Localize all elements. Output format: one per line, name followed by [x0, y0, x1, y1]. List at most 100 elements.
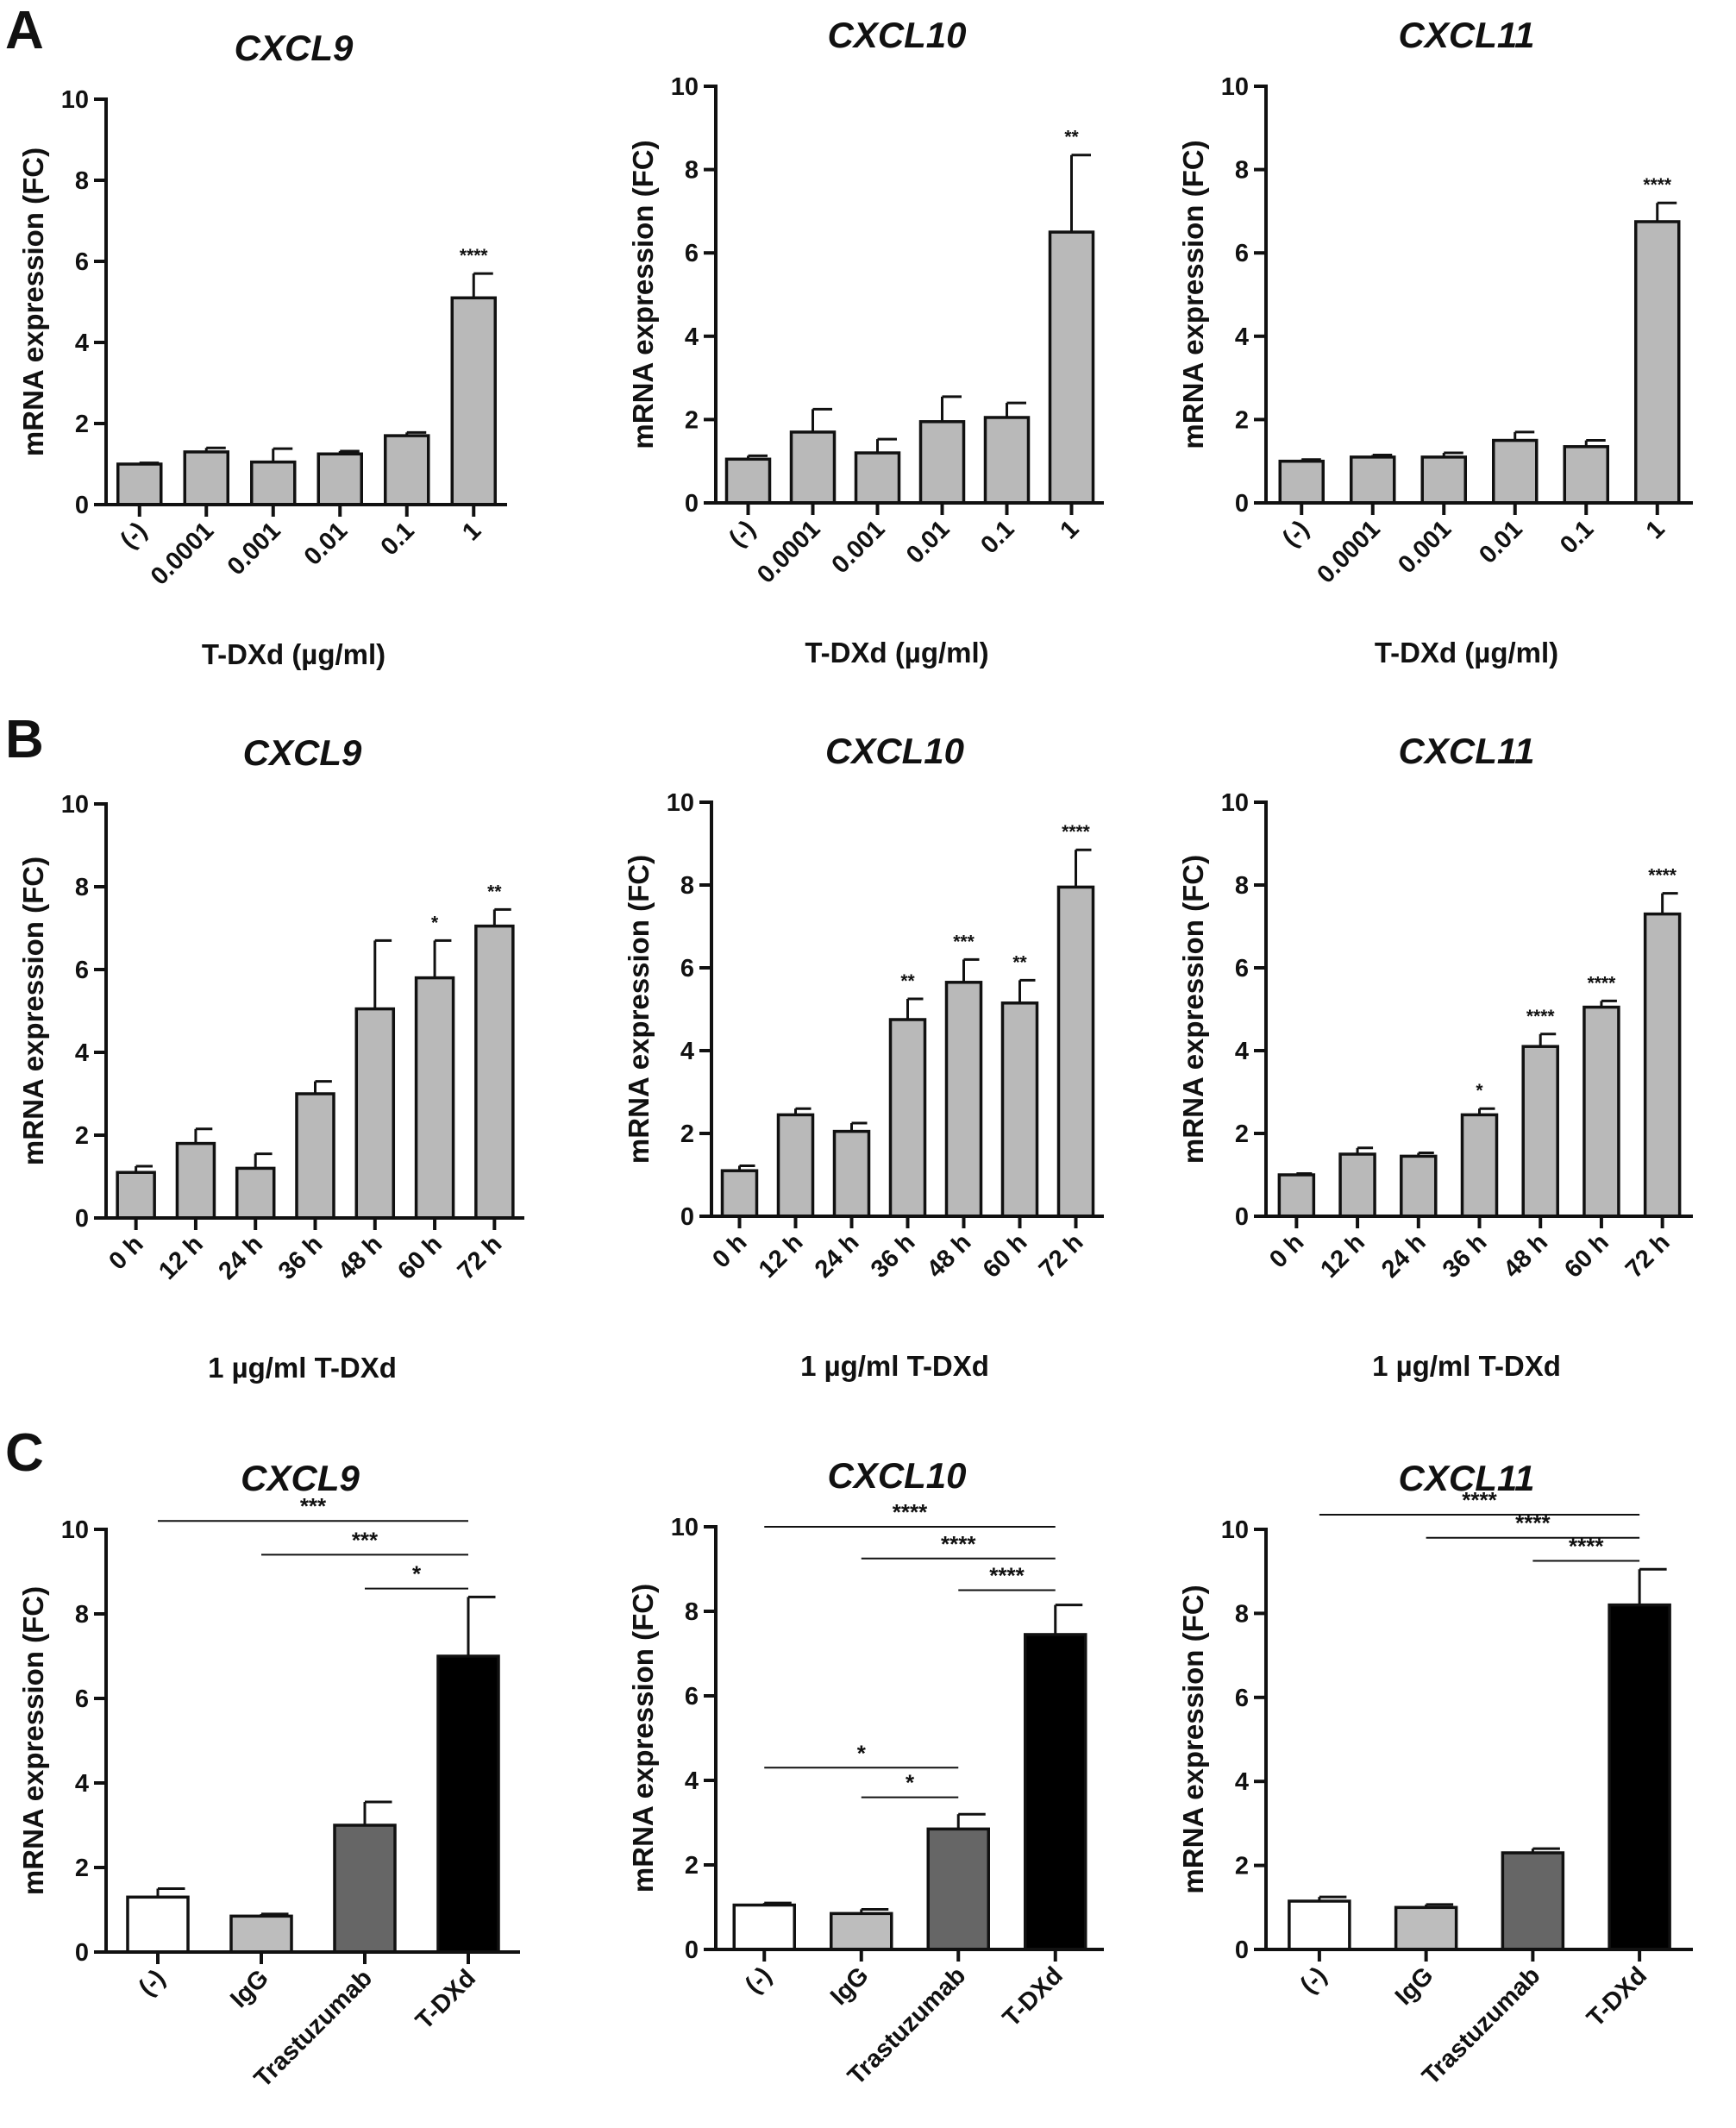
- bar: [1460, 1113, 1499, 1218]
- y-tick-label: 2: [75, 411, 89, 438]
- bar: [450, 296, 497, 506]
- comparison-label: ****: [893, 1499, 928, 1525]
- bar: [1420, 455, 1467, 505]
- chart-b-cxcl11: CXCL11 0 2 4 6 8 10 mRNA expression (FC) 0 h 12 h…: [1177, 731, 1693, 1382]
- y-tick-label: 8: [685, 157, 699, 185]
- y-axis-title: mRNA expression (FC): [17, 857, 49, 1165]
- bar: [918, 420, 966, 505]
- chart-c-cxcl11: CXCL11 0 2 4 6 8 10 mRNA expression (FC) (-) IgG T…: [1177, 1458, 1693, 2090]
- y-axis-title: mRNA expression (FC): [623, 855, 655, 1164]
- panel-letter-a: A: [5, 1, 44, 60]
- x-category-label: 0.01: [901, 515, 956, 569]
- y-tick-label: 6: [75, 1685, 89, 1713]
- bar: [1288, 1899, 1351, 1951]
- significance-label: ****: [460, 246, 489, 266]
- y-tick-label: 4: [685, 1767, 699, 1795]
- y-tick-label: 2: [685, 406, 699, 434]
- chart-title: CXCL9: [235, 28, 354, 68]
- x-category-label: IgG: [225, 1964, 274, 2013]
- bar: [944, 981, 983, 1218]
- bar: [1521, 1045, 1559, 1218]
- chart-title: CXCL10: [827, 15, 966, 55]
- x-category-label: 0.0001: [752, 515, 825, 588]
- bar: [116, 1171, 156, 1220]
- x-category-label: 0.001: [222, 517, 286, 581]
- x-category-label: 0.01: [299, 517, 354, 571]
- x-category-label: 60 h: [978, 1228, 1033, 1284]
- x-category-label: 0.0001: [146, 517, 219, 590]
- bar: [789, 430, 837, 505]
- y-tick-label: 2: [685, 1852, 699, 1880]
- x-category-label: 72 h: [1034, 1228, 1089, 1284]
- y-tick-label: 2: [680, 1120, 694, 1148]
- x-category-label: T-DXd: [410, 1964, 481, 2035]
- x-category-label: 48 h: [1499, 1228, 1554, 1284]
- chart-a-cxcl9: CXCL9 0 2 4 6 8 10 mRNA expression (FC) (-)0.000…: [17, 28, 507, 670]
- chart-title: CXCL9: [243, 732, 362, 773]
- x-category-label: 1: [457, 517, 486, 546]
- bar: [724, 457, 772, 505]
- comparison-label: *: [906, 1770, 915, 1796]
- y-axis-title: mRNA expression (FC): [1177, 140, 1209, 449]
- bar: [126, 1895, 190, 1954]
- y-tick-label: 2: [1235, 406, 1249, 434]
- y-tick-label: 8: [75, 874, 89, 901]
- x-category-label: T-DXd: [998, 1962, 1069, 2032]
- y-tick-label: 10: [1221, 1516, 1249, 1544]
- y-tick-label: 10: [61, 1516, 89, 1544]
- bar: [1277, 1173, 1316, 1218]
- significance-label: ****: [1648, 866, 1677, 886]
- y-axis-title: mRNA expression (FC): [17, 1586, 49, 1895]
- y-tick-label: 6: [75, 957, 89, 984]
- y-tick-label: 2: [1235, 1120, 1249, 1148]
- y-tick-label: 0: [75, 1205, 89, 1233]
- y-axis-title: mRNA expression (FC): [627, 140, 659, 449]
- x-category-label: (-): [1277, 515, 1314, 552]
- bar: [229, 1914, 293, 1954]
- comparison-label: ****: [989, 1563, 1025, 1589]
- x-category-label: 0.01: [1474, 515, 1528, 569]
- y-tick-label: 6: [75, 248, 89, 276]
- comparison-label: ***: [352, 1527, 379, 1553]
- x-category-label: 1: [1641, 515, 1670, 544]
- bar: [235, 1166, 276, 1220]
- x-axis-title: T-DXd (µg/ml): [805, 637, 988, 669]
- significance-label: *: [431, 913, 439, 932]
- x-category-label: 24 h: [810, 1228, 865, 1284]
- y-tick-label: 4: [75, 1770, 89, 1798]
- x-category-label: (-): [724, 515, 761, 552]
- chart-title: CXCL11: [1399, 15, 1535, 55]
- y-tick-label: 6: [1235, 240, 1249, 267]
- y-tick-label: 10: [671, 1514, 699, 1541]
- bar: [1492, 438, 1539, 505]
- bar: [720, 1169, 759, 1218]
- x-category-label: IgG: [825, 1962, 874, 2011]
- x-axis-title: T-DXd (µg/ml): [202, 638, 385, 670]
- significance-label: ****: [1062, 822, 1091, 842]
- x-category-label: 12 h: [154, 1230, 209, 1285]
- comparison-label: ***: [300, 1493, 327, 1519]
- y-tick-label: 6: [680, 955, 694, 982]
- y-tick-label: 8: [680, 872, 694, 900]
- bar: [776, 1113, 815, 1218]
- y-tick-label: 0: [680, 1203, 694, 1231]
- x-category-label: IgG: [1390, 1962, 1439, 2011]
- bar: [1056, 885, 1095, 1218]
- significance-label: *: [1476, 1081, 1483, 1101]
- chart-b-cxcl10: CXCL10 0 2 4 6 8 10 mRNA expression (FC) 0 h 12 h…: [623, 731, 1104, 1382]
- bar: [1563, 445, 1609, 505]
- y-tick-label: 0: [75, 492, 89, 519]
- bar: [1350, 455, 1396, 505]
- bar: [830, 1911, 893, 1951]
- bar: [175, 1141, 216, 1220]
- y-tick-label: 2: [75, 1855, 89, 1882]
- x-axis-title: 1 µg/ml T-DXd: [1372, 1350, 1561, 1382]
- bar: [732, 1903, 796, 1951]
- y-tick-label: 4: [680, 1038, 694, 1065]
- x-axis-title: 1 µg/ml T-DXd: [208, 1352, 397, 1384]
- x-category-label: 1: [1055, 515, 1084, 544]
- x-category-label: (-): [116, 517, 153, 554]
- x-category-label: (-): [740, 1962, 777, 1999]
